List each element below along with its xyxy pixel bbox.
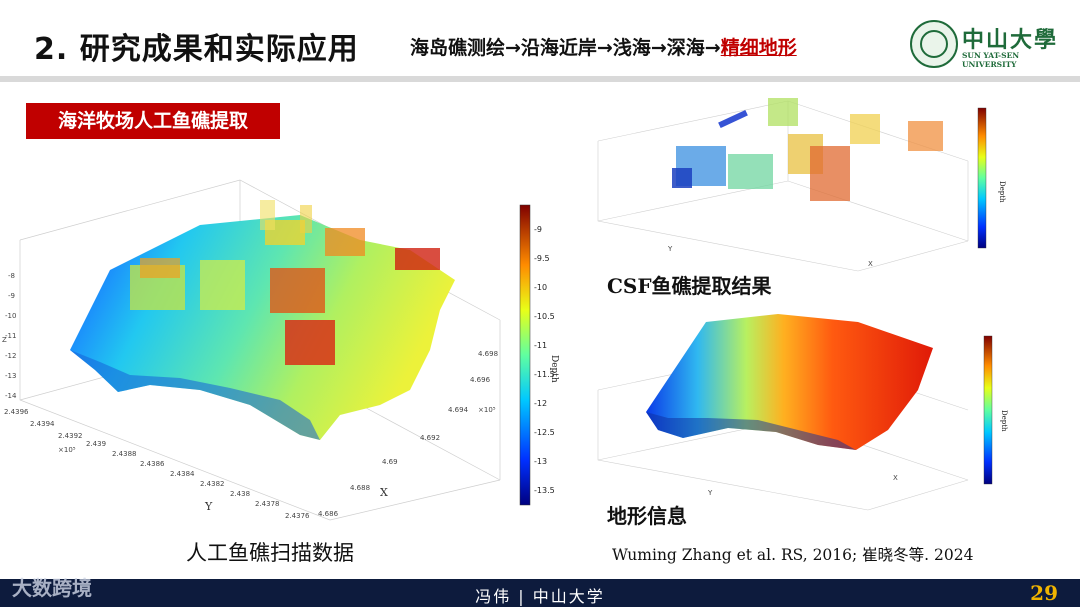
csf-extraction-figure: X Y Depth — [597, 98, 1006, 272]
university-seal-icon — [910, 20, 958, 68]
main-z-tick: -14 — [5, 392, 17, 400]
logo-chinese-name: 中山大學 — [962, 27, 1059, 53]
main-x-tick: 4.686 — [318, 510, 339, 518]
main-colorbar-tick: -12 — [534, 399, 547, 408]
footer-author: 冯伟 | 中山大学 — [475, 587, 605, 606]
logo-english-name: SUN YAT-SEN UNIVERSITY — [962, 51, 1020, 69]
terrain-figure: X Y Depth — [597, 314, 1008, 511]
main-reef-scan-figure: -8 -9 -10 -11 -12 -13 -14 Z 2.4396 2.439… — [2, 179, 559, 521]
main-colorbar-tick: -10.5 — [534, 312, 555, 321]
subtitle-highlight: 精细地形 — [720, 37, 797, 59]
main-x-tick: 4.688 — [350, 484, 370, 492]
main-y-tick: 2.4394 — [30, 420, 55, 428]
csf-colorbar-label: Depth — [998, 181, 1006, 203]
main-colorbar-tick: -11.5 — [534, 370, 555, 379]
main-x-tick: 4.696 — [470, 376, 491, 384]
main-y-tick: 2.4384 — [170, 470, 195, 478]
main-x-tick: 4.694 — [448, 406, 469, 414]
main-y-tick: 2.4382 — [200, 480, 225, 488]
slide-title: 2. 研究成果和实际应用 — [34, 32, 359, 67]
main-y-tick: 2.4378 — [255, 500, 280, 508]
main-x-tick: 4.69 — [382, 458, 398, 466]
main-z-tick: -12 — [5, 352, 16, 360]
terrain-figure-caption: 地形信息 — [607, 504, 687, 528]
main-z-tick: -11 — [5, 332, 16, 340]
main-colorbar-tick: -11 — [534, 341, 547, 350]
main-x-label: X — [380, 486, 388, 499]
terrain-shadow — [646, 412, 856, 450]
university-logo: 中山大學 SUN YAT-SEN UNIVERSITY — [910, 20, 1070, 69]
main-x-tick: 4.692 — [420, 434, 440, 442]
main-reef-clusters — [130, 200, 440, 365]
main-colorbar-tick: -13.5 — [534, 486, 555, 495]
section-tag: 海洋牧场人工鱼礁提取 — [26, 103, 280, 139]
main-y-tick: 2.4376 — [285, 512, 310, 520]
main-y-tick: 2.438 — [230, 490, 250, 498]
main-z-tick: -13 — [5, 372, 16, 380]
csf-colorbar — [977, 107, 987, 249]
main-figure-caption: 人工鱼礁扫描数据 — [186, 541, 354, 565]
terrain-x-label: X — [893, 474, 898, 482]
csf-x-label: X — [868, 260, 873, 268]
main-z-tick: -10 — [5, 312, 16, 320]
main-y-tick: 2.4396 — [4, 408, 29, 416]
watermark: 大数跨境 — [12, 576, 92, 600]
csf-reef-clusters — [672, 98, 943, 201]
slide-footer — [0, 579, 1080, 607]
subtitle-prefix: 海岛礁测绘→沿海近岸→浅海→深海→ — [410, 37, 721, 59]
terrain-surface — [646, 314, 933, 450]
main-colorbar — [519, 204, 531, 506]
main-x-ticks: 4.698 4.696 4.694 4.692 4.69 4.688 4.686 — [318, 350, 498, 518]
main-z-tick: -8 — [8, 272, 15, 280]
main-z-tick: -9 — [8, 292, 15, 300]
main-y-tick: 2.439 — [86, 440, 106, 448]
main-colorbar-tick: -12.5 — [534, 428, 555, 437]
terrain-colorbar — [983, 335, 993, 485]
main-y-tick: 2.4386 — [140, 460, 165, 468]
csf-y-label: Y — [667, 245, 673, 253]
main-z-label: Z — [2, 336, 7, 344]
reference-citation: Wuming Zhang et al. RS, 2016; 崔晓冬等. 2024 — [612, 546, 974, 564]
terrain-y-label: Y — [707, 489, 713, 497]
main-y-ticks: 2.4396 2.4394 2.4392 2.439 2.4388 2.4386… — [4, 408, 310, 520]
main-y-label: Y — [204, 500, 213, 513]
csf-figure-caption: CSF鱼礁提取结果 — [607, 274, 772, 298]
main-y-tick: 2.4392 — [58, 432, 83, 440]
main-colorbar-tick: -13 — [534, 457, 547, 466]
main-x-exponent: ×10⁵ — [478, 406, 496, 414]
terrain-colorbar-label: Depth — [1000, 410, 1008, 432]
main-colorbar-label: Depth — [549, 355, 559, 383]
page-number: 29 — [1030, 581, 1058, 605]
main-y-tick: 2.4388 — [112, 450, 137, 458]
main-colorbar-tick: -9.5 — [534, 254, 550, 263]
slide-header — [0, 0, 1080, 80]
main-x-tick: 4.698 — [478, 350, 498, 358]
main-colorbar-tick: -10 — [534, 283, 547, 292]
main-terrain-shadow — [70, 350, 320, 440]
main-z-ticks: -8 -9 -10 -11 -12 -13 -14 — [5, 272, 17, 400]
main-colorbar-ticks: -9 -9.5 -10 -10.5 -11 -11.5 -12 -12.5 -1… — [534, 225, 555, 495]
header-divider — [0, 76, 1080, 82]
main-colorbar-tick: -9 — [534, 225, 542, 234]
main-y-exponent: ×10⁵ — [58, 446, 76, 454]
slide-subtitle: 海岛礁测绘→沿海近岸→浅海→深海→精细地形 — [410, 33, 797, 60]
